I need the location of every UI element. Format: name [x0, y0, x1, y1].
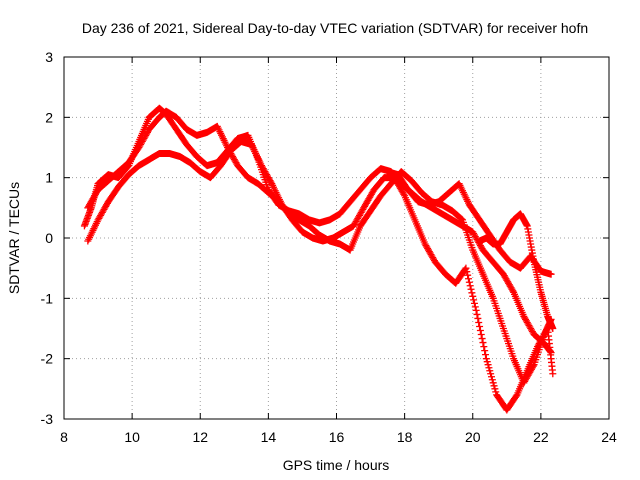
- x-tick-label: 24: [601, 429, 617, 445]
- x-tick-label: 8: [60, 429, 68, 445]
- data-point-fill: [473, 310, 481, 318]
- data-point-fill: [489, 379, 497, 387]
- data-point-fill: [476, 327, 484, 335]
- data-point-fill: [480, 343, 488, 351]
- data-point-fill: [492, 388, 500, 396]
- data-point-fill: [476, 322, 484, 330]
- data-point-fill: [475, 318, 483, 326]
- data-point-fill: [491, 385, 499, 393]
- data-point-fill: [464, 271, 472, 279]
- data-point-fill: [400, 190, 408, 198]
- data-point-fill: [479, 339, 487, 347]
- data-point-fill: [488, 376, 496, 384]
- data-point: [549, 325, 557, 332]
- data-point-fill: [471, 303, 479, 311]
- data-point-fill: [481, 347, 489, 355]
- y-tick-label: 2: [45, 109, 53, 125]
- data-point-fill: [483, 358, 491, 366]
- chart-title: Day 236 of 2021, Sidereal Day-to-day VTE…: [82, 20, 588, 36]
- x-tick-label: 22: [533, 429, 549, 445]
- x-axis-label: GPS time / hours: [283, 457, 390, 473]
- data-point: [462, 264, 470, 272]
- x-tick-label: 10: [124, 429, 140, 445]
- data-point-fill: [468, 289, 476, 297]
- y-tick-label: -1: [41, 290, 54, 306]
- data-point-fill: [482, 351, 490, 359]
- data-point-fill: [490, 382, 498, 390]
- data-point-fill: [469, 292, 477, 300]
- data-point-fill: [467, 285, 475, 293]
- y-tick-label: -3: [41, 411, 54, 427]
- x-tick-label: 18: [397, 429, 413, 445]
- data-point-fill: [477, 331, 485, 339]
- y-tick-label: 3: [45, 49, 53, 65]
- y-tick-label: 1: [45, 170, 53, 186]
- data-point-fill: [465, 278, 473, 286]
- data-points: [80, 104, 557, 414]
- data-point-fill: [509, 287, 517, 295]
- x-tick-label: 20: [465, 429, 481, 445]
- data-point-fill: [486, 367, 494, 375]
- data-point-fill: [474, 314, 482, 322]
- data-point: [547, 270, 555, 278]
- series-track-c: [84, 137, 557, 414]
- data-point-fill: [466, 282, 474, 290]
- data-point: [482, 355, 490, 363]
- x-tick-label: 16: [329, 429, 345, 445]
- series-track-e: [476, 210, 557, 332]
- data-point-fill: [485, 364, 493, 372]
- data-point-fill: [487, 373, 495, 381]
- data-point-fill: [464, 275, 472, 283]
- plot-border: [63, 56, 610, 420]
- x-tick-label: 12: [192, 429, 208, 445]
- y-tick-label: -2: [41, 351, 54, 367]
- data-point: [472, 306, 480, 314]
- series-track-d: [384, 168, 555, 278]
- data-point: [549, 370, 557, 378]
- y-axis-label: SDTVAR / TECUs: [6, 182, 22, 294]
- data-point-fill: [470, 299, 478, 307]
- data-point-fill: [463, 268, 471, 276]
- data-point-fill: [484, 361, 492, 369]
- x-tick-label: 14: [261, 429, 277, 445]
- y-tick-label: 0: [45, 230, 53, 246]
- data-point-fill: [487, 370, 495, 378]
- data-point-fill: [478, 335, 486, 343]
- data-point-fill: [470, 296, 478, 304]
